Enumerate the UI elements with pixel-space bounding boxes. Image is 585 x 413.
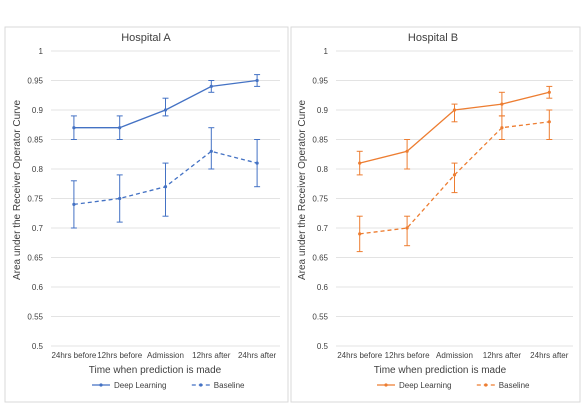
data-point (209, 84, 213, 88)
y-axis-label: Area under the Receiver Operator Curve (12, 100, 23, 281)
y-tick-label: 0.6 (317, 283, 329, 292)
data-point (358, 232, 362, 236)
x-tick-label: 12hrs after (192, 351, 231, 360)
x-axis-label: Time when prediction is made (374, 365, 507, 376)
chart-title: Hospital A (121, 32, 171, 44)
data-point (163, 185, 168, 189)
y-tick-label: 0.8 (32, 165, 44, 174)
data-point (500, 102, 504, 106)
data-point (255, 161, 259, 165)
x-axis-label: Time when prediction is made (89, 365, 222, 376)
y-tick-label: 1 (39, 47, 44, 56)
data-point (358, 161, 362, 165)
data-point (118, 126, 122, 130)
y-tick-label: 1 (324, 47, 329, 56)
x-tick-label: 12hrs after (483, 351, 522, 360)
y-tick-label: 0.9 (32, 106, 44, 115)
y-tick-label: 0.95 (312, 77, 328, 86)
data-point (72, 126, 76, 130)
y-tick-label: 0.9 (317, 106, 329, 115)
data-point (118, 196, 122, 201)
x-tick-label: 12hrs before (385, 351, 430, 360)
y-tick-label: 0.65 (312, 254, 328, 263)
x-tick-label: 24hrs after (238, 351, 277, 360)
x-tick-label: 24hrs before (51, 351, 96, 360)
data-point (72, 202, 76, 206)
legend-marker (484, 383, 488, 387)
y-tick-label: 0.7 (32, 224, 44, 233)
y-tick-label: 0.85 (312, 136, 328, 145)
data-point (405, 226, 409, 230)
chart-title: Hospital B (408, 32, 458, 44)
x-tick-label: 12hrs before (97, 351, 142, 360)
legend-marker (199, 383, 203, 387)
panel-hospital-a: Hospital A Area under the Receiver Opera… (4, 26, 289, 403)
legend-label: Baseline (499, 381, 530, 390)
data-point (209, 149, 213, 153)
panel-frame (290, 26, 581, 403)
legend-marker (99, 383, 103, 387)
y-tick-label: 0.75 (312, 195, 328, 204)
panel-frame (4, 26, 289, 403)
y-tick-label: 0.65 (27, 254, 43, 263)
y-tick-label: 0.7 (317, 224, 329, 233)
x-tick-label: 24hrs before (337, 351, 382, 360)
x-tick-label: Admission (147, 351, 184, 360)
y-tick-label: 0.5 (317, 342, 329, 351)
data-point (452, 108, 457, 112)
x-tick-label: Admission (436, 351, 473, 360)
y-tick-label: 0.8 (317, 165, 329, 174)
y-tick-label: 0.75 (27, 195, 43, 204)
data-point (255, 78, 259, 83)
legend-marker (384, 383, 388, 387)
data-point (547, 120, 551, 124)
y-tick-label: 0.55 (312, 313, 328, 322)
data-point (163, 108, 168, 112)
data-point (405, 149, 409, 153)
y-tick-label: 0.55 (27, 313, 43, 322)
legend-label: Deep Learning (114, 381, 166, 390)
legend-label: Deep Learning (399, 381, 451, 390)
panel-hospital-b: Hospital B Area under the Receiver Opera… (290, 26, 581, 403)
data-point (547, 90, 551, 94)
series-line-baseline (359, 121, 550, 235)
y-axis-label: Area under the Receiver Operator Curve (297, 100, 308, 281)
y-tick-label: 0.95 (27, 77, 43, 86)
legend-label: Baseline (214, 381, 245, 390)
data-point (500, 126, 504, 130)
y-tick-label: 0.6 (32, 283, 44, 292)
x-tick-label: 24hrs after (530, 351, 569, 360)
data-point (452, 173, 457, 177)
y-tick-label: 0.85 (27, 136, 43, 145)
y-tick-label: 0.5 (32, 342, 44, 351)
